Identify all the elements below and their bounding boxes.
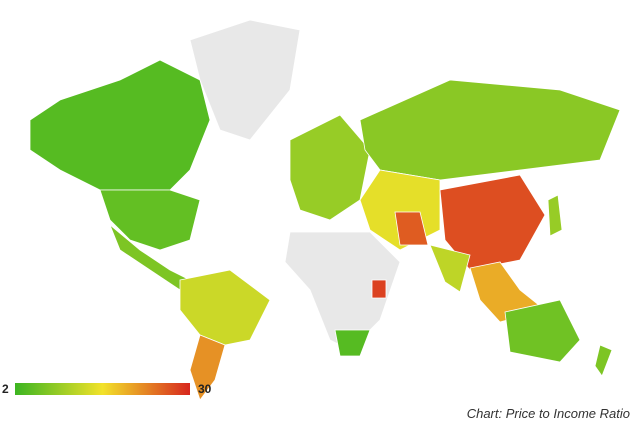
region: [334, 329, 371, 357]
region: [189, 19, 301, 141]
region: [359, 79, 621, 181]
legend-bar: [15, 383, 190, 395]
caption: Chart: Price to Income Ratio: [467, 406, 630, 421]
legend-max: 30: [198, 382, 212, 396]
region: [594, 344, 613, 377]
region: [179, 269, 271, 346]
region: [289, 114, 371, 221]
region: [394, 211, 429, 246]
region: [371, 279, 387, 299]
region: [504, 299, 581, 363]
legend-min: 2: [2, 382, 9, 396]
region: [29, 59, 211, 191]
region: [439, 174, 546, 271]
region: [189, 334, 226, 401]
region: [99, 189, 201, 251]
region: [429, 244, 471, 293]
region: [547, 194, 563, 237]
